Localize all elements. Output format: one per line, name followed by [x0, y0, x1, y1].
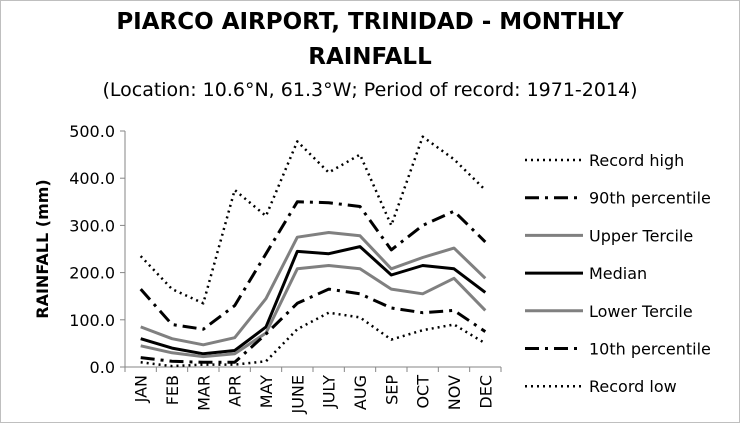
series-line-record-low [140, 311, 486, 368]
legend-label-90th-percentile: 90th percentile [589, 189, 711, 208]
legend-label-upper-tercile: Upper Tercile [589, 226, 693, 245]
x-tick-label: AUG [351, 375, 370, 410]
x-tick-label: JULY [320, 375, 339, 409]
series-line-record-high [139, 135, 487, 305]
legend-label-record-low: Record low [589, 377, 677, 396]
legend-label-10th-percentile: 10th percentile [589, 340, 711, 359]
x-tick-label: JAN [132, 375, 151, 403]
series-line-median [140, 245, 487, 356]
y-tick-label: 300.0 [69, 216, 115, 235]
y-axis-title: RAINFALL (mm) [33, 179, 52, 318]
y-tick-label: 200.0 [69, 264, 115, 283]
x-tick-label: DEC [476, 375, 495, 409]
series-line-upper-tercile [140, 231, 487, 347]
x-tick-label: SEP [382, 375, 401, 405]
legend-label-median: Median [589, 264, 647, 283]
legend-label-lower-tercile: Lower Tercile [589, 302, 693, 321]
y-tick-label: 0.0 [90, 358, 115, 377]
x-tick-label: MAR [194, 375, 213, 411]
x-tick-label: OCT [414, 375, 433, 409]
x-tick-label: JUNE [288, 375, 307, 415]
y-tick-label: 400.0 [69, 169, 115, 188]
y-tick-label: 500.0 [69, 122, 115, 141]
chart-title-line-2: RAINFALL [308, 44, 432, 70]
x-tick-label: MAY [257, 375, 276, 409]
x-tick-label: APR [226, 375, 245, 407]
x-tick-label: FEB [163, 375, 182, 405]
series-line-lower-tercile [140, 264, 487, 359]
y-tick-label: 100.0 [69, 311, 115, 330]
chart-subtitle: (Location: 10.6°N, 61.3°W; Period of rec… [102, 79, 638, 101]
chart-title-line-1: PIARCO AIRPORT, TRINIDAD - MONTHLY [116, 9, 624, 35]
x-tick-label: NOV [445, 375, 464, 410]
legend-label-record-high: Record high [589, 151, 684, 170]
